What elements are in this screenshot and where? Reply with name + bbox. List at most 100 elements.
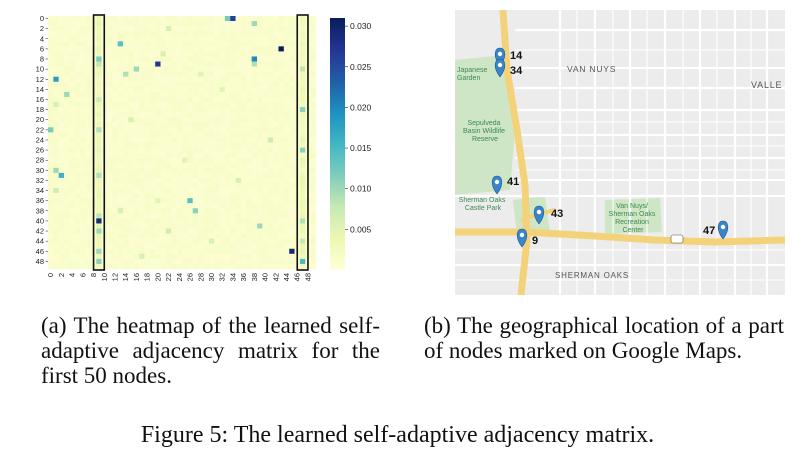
heatmap-cell (182, 112, 188, 118)
heatmap-cell (224, 132, 231, 138)
heatmap-cell (299, 16, 306, 22)
heatmap-cell (267, 218, 274, 224)
heatmap-cell (224, 71, 231, 77)
heatmap-cell (149, 31, 156, 37)
heatmap-cell (123, 71, 129, 77)
heatmap-cell (64, 51, 70, 57)
heatmap-cell (214, 223, 220, 229)
heatmap-cell (139, 76, 145, 82)
heatmap-cell (69, 66, 75, 72)
heatmap-cell (117, 223, 124, 229)
heatmap-cell (149, 258, 156, 265)
heatmap-cell (149, 96, 156, 103)
heatmap-cell (198, 188, 204, 194)
heatmap-cell (219, 238, 226, 244)
heatmap-cell (273, 46, 279, 52)
heatmap-cell (171, 182, 177, 189)
heatmap-cell (262, 188, 268, 194)
heatmap-cell (123, 36, 129, 42)
heatmap-cell (235, 233, 242, 239)
heatmap-cell (224, 86, 231, 93)
heatmap-cell (123, 248, 129, 254)
heatmap-cell (299, 182, 306, 189)
heatmap-cell (267, 162, 274, 168)
heatmap-cell (64, 263, 70, 270)
heatmap-cell (278, 213, 284, 219)
heatmap-cell (155, 233, 161, 239)
heatmap-cell (123, 223, 129, 229)
heatmap-cell (283, 96, 290, 103)
heatmap-cell (251, 157, 258, 163)
heatmap-cell (283, 157, 290, 163)
subfigure-caption-b: (b) The geographical location of a part … (424, 313, 784, 363)
heatmap-cell (299, 147, 306, 153)
heatmap-cell (257, 253, 263, 260)
heatmap-cell (219, 117, 226, 123)
heatmap-cell (155, 258, 161, 265)
heatmap-cell (240, 162, 247, 168)
heatmap-cell (219, 127, 226, 133)
col-tick-label: 28 (196, 273, 205, 281)
google-map: VAN NUYS VALLE Japanese Garden Sepulveda… (455, 10, 785, 295)
marker-pin-icon (494, 58, 506, 78)
heatmap-cell (267, 56, 274, 62)
heatmap-cell (64, 76, 70, 82)
heatmap-cell (310, 248, 317, 254)
heatmap-cell (96, 218, 102, 224)
heatmap-cell (133, 223, 140, 229)
heatmap-cell (149, 147, 156, 153)
heatmap-cell (283, 203, 290, 209)
heatmap-cell (112, 172, 118, 179)
col-tick-label: 42 (271, 273, 280, 281)
heatmap-cell (139, 193, 145, 199)
heatmap-cell (96, 142, 102, 148)
heatmap-cell (48, 147, 54, 153)
heatmap-cell (165, 198, 172, 204)
heatmap-cell (251, 41, 258, 47)
heatmap-cell (149, 182, 156, 189)
heatmap-cell (165, 167, 172, 174)
heatmap-cell (74, 228, 81, 234)
heatmap-cell (278, 223, 284, 229)
heatmap-cell (58, 21, 65, 27)
heatmap-cell (160, 81, 167, 87)
heatmap-cell (283, 193, 290, 199)
heatmap-cell (299, 117, 306, 123)
heatmap-cell (133, 253, 140, 260)
heatmap-cell (123, 137, 129, 143)
heatmap-cell (187, 132, 193, 138)
row-tick-label: 22 (36, 125, 44, 134)
heatmap-cell (208, 142, 215, 148)
heatmap-cell (235, 243, 242, 249)
heatmap-cell (224, 117, 231, 123)
heatmap-cell (48, 81, 54, 87)
heatmap-cell (149, 51, 156, 57)
heatmap-cell (273, 253, 279, 260)
heatmap-cell (139, 112, 145, 118)
heatmap-cell (58, 26, 65, 32)
heatmap-cell (251, 228, 258, 234)
heatmap-cell (117, 61, 124, 67)
heatmap-cell (208, 188, 215, 194)
heatmap-cell (64, 243, 70, 249)
heatmap-cell (251, 188, 258, 194)
heatmap-cell (144, 102, 150, 108)
heatmap-cell (176, 177, 183, 184)
heatmap-cell (64, 26, 70, 32)
heatmap-cell (165, 56, 172, 62)
heatmap-cell (289, 91, 295, 98)
heatmap-cell (69, 122, 75, 128)
heatmap-cell (192, 172, 199, 179)
heatmap-cell (299, 86, 306, 93)
heatmap-cell (219, 152, 226, 158)
heatmap-cell (224, 218, 231, 224)
heatmap-cell (48, 56, 54, 62)
heatmap-cell (149, 41, 156, 47)
heatmap-cell (240, 213, 247, 219)
row-tick-label: 8 (40, 55, 44, 64)
heatmap-cell (251, 86, 258, 93)
heatmap-cell (246, 91, 252, 98)
heatmap-cell (64, 81, 70, 87)
heatmap-cell (267, 91, 274, 98)
heatmap-cell (160, 263, 167, 270)
